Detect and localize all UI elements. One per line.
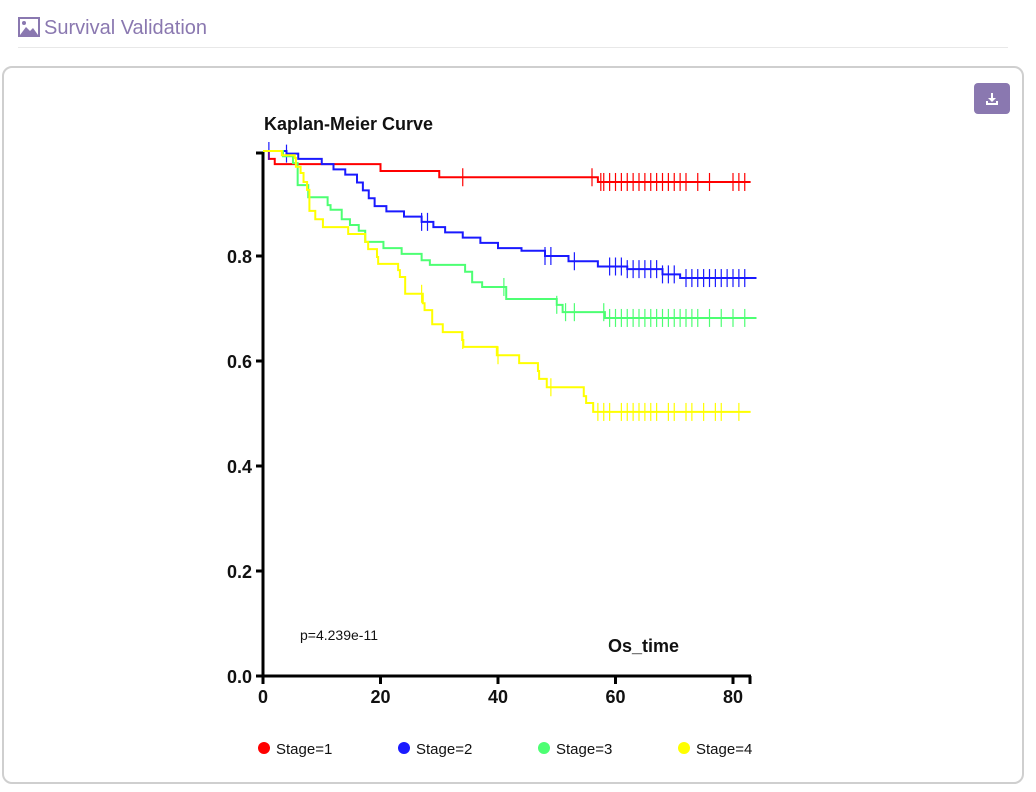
download-icon <box>986 92 998 105</box>
x-tick-label: 0 <box>258 687 268 707</box>
legend-marker-stage-2 <box>398 742 410 754</box>
download-button[interactable] <box>974 83 1010 114</box>
legend-label-stage-4: Stage=4 <box>696 741 752 758</box>
x-tick-label: 60 <box>605 687 625 707</box>
section-title: Survival Validation <box>44 17 208 39</box>
x-axis-label: Os_time <box>608 636 679 656</box>
p-value-annotation: p=4.239e-11 <box>300 627 378 643</box>
survival-curve-stage-1 <box>263 150 751 183</box>
legend-label-stage-2: Stage=2 <box>416 741 472 758</box>
legend-label-stage-3: Stage=3 <box>556 741 612 758</box>
x-tick-label: 20 <box>370 687 390 707</box>
section-header: Survival Validation <box>18 14 1008 48</box>
y-tick-label: 0.6 <box>227 352 252 372</box>
y-tick-label: 0.4 <box>227 457 252 477</box>
survival-curve-stage-2 <box>263 150 757 280</box>
survival-curve-stage-3 <box>263 150 757 319</box>
x-tick-label: 40 <box>488 687 508 707</box>
survival-curve-stage-4 <box>263 150 751 413</box>
legend-marker-stage-3 <box>538 742 550 754</box>
y-tick-label: 0.2 <box>227 562 252 582</box>
legend-label-stage-1: Stage=1 <box>276 741 332 758</box>
chart-title: Kaplan-Meier Curve <box>264 114 433 134</box>
image-icon <box>18 17 40 37</box>
x-tick-label: 80 <box>723 687 743 707</box>
legend-marker-stage-1 <box>258 742 270 754</box>
legend-marker-stage-4 <box>678 742 690 754</box>
chart-panel <box>2 66 1024 784</box>
y-tick-label: 0.8 <box>227 247 252 267</box>
y-tick-label: 0.0 <box>227 667 252 687</box>
